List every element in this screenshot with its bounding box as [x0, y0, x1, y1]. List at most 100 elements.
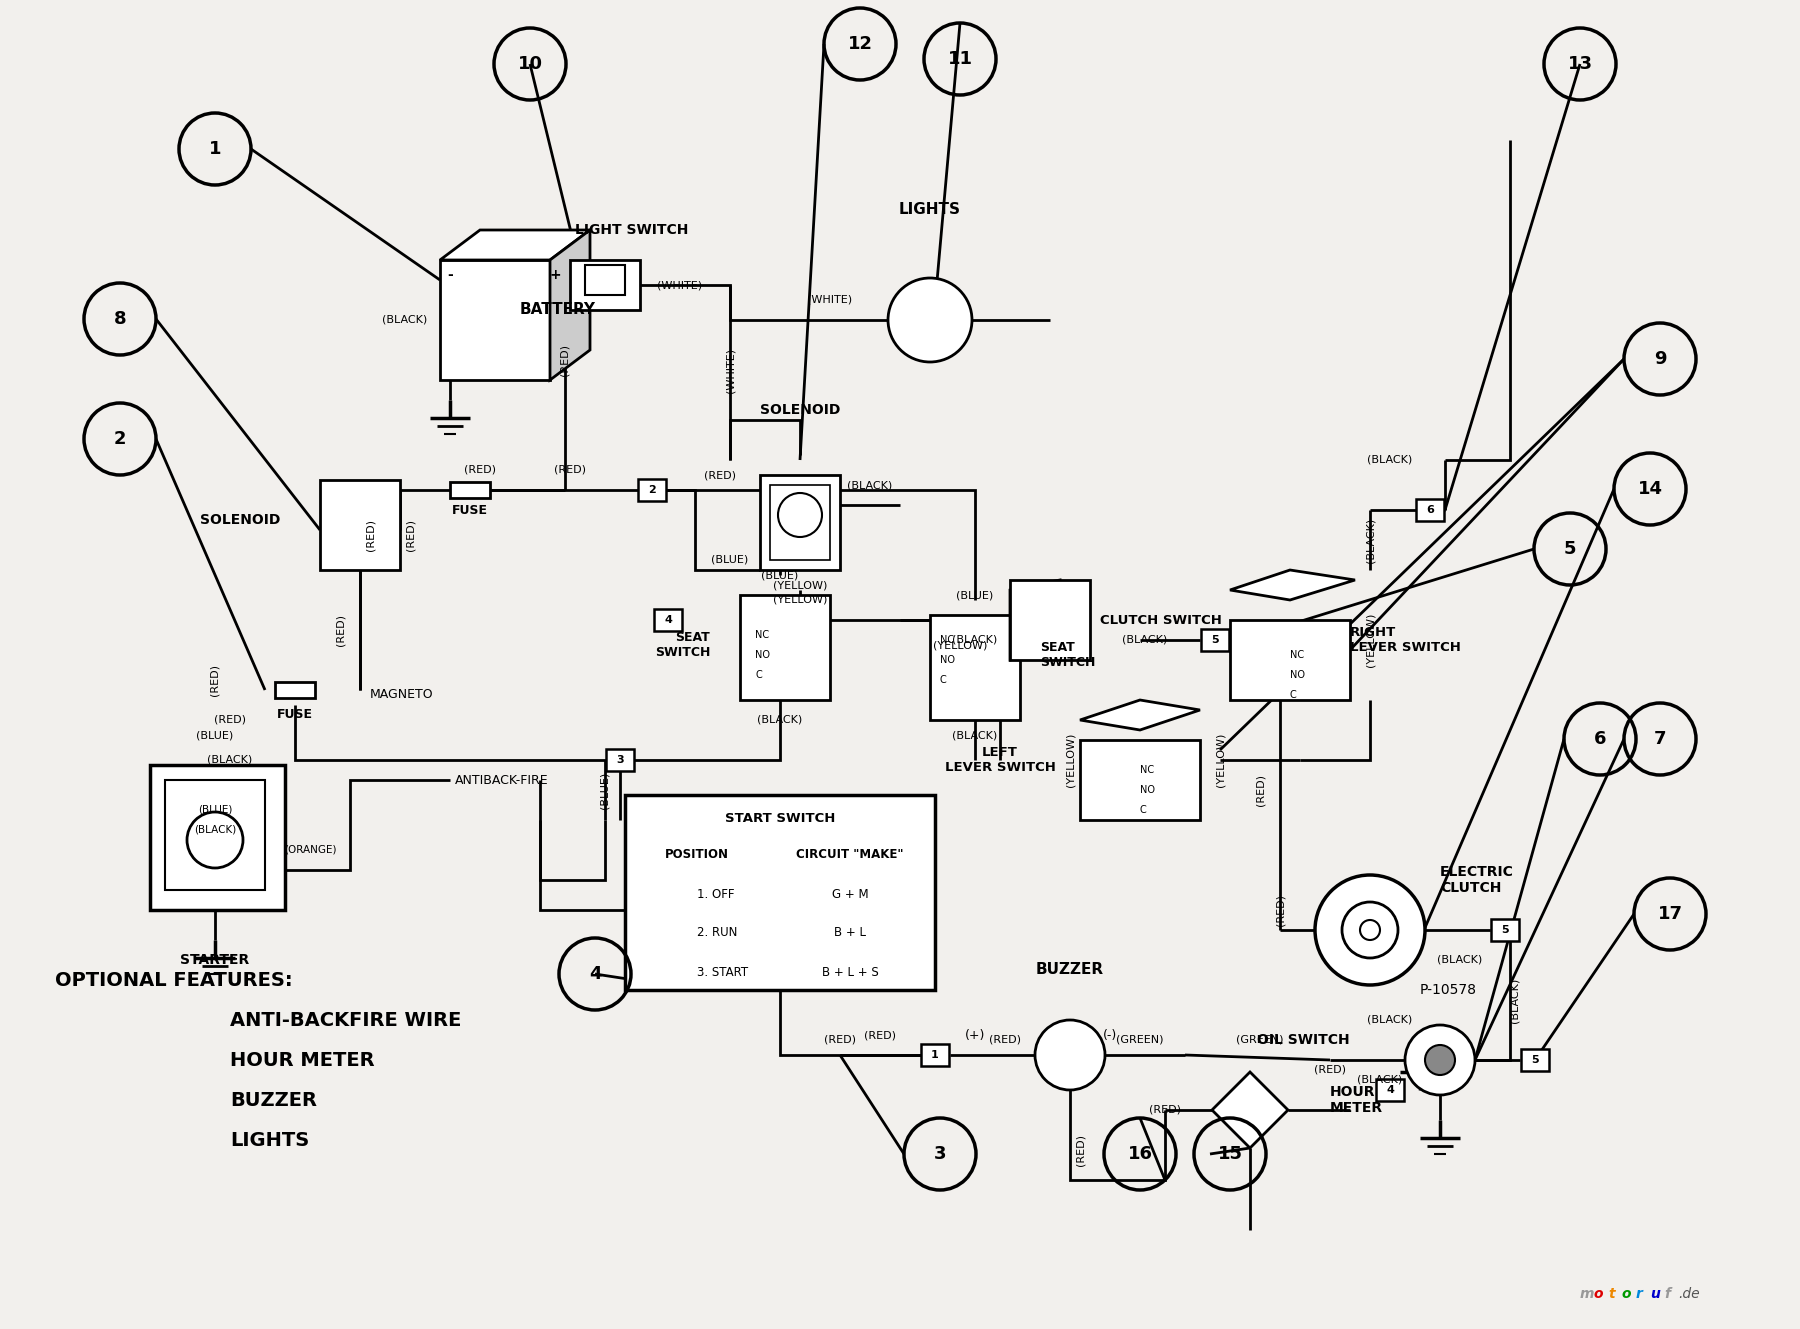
Text: (BLUE): (BLUE)	[198, 805, 232, 815]
Bar	[439, 260, 551, 380]
Circle shape	[1426, 1045, 1454, 1075]
Text: (RED): (RED)	[405, 520, 416, 552]
Bar	[607, 750, 634, 771]
Bar	[1010, 579, 1091, 661]
Text: (RED): (RED)	[464, 465, 497, 474]
Polygon shape	[1229, 570, 1355, 599]
Text: (BLACK): (BLACK)	[758, 715, 803, 726]
Text: (RED): (RED)	[824, 1035, 857, 1045]
Text: 11: 11	[947, 51, 972, 68]
Bar	[320, 480, 400, 570]
Text: HOUR
METER: HOUR METER	[1330, 1084, 1382, 1115]
Bar	[625, 795, 934, 990]
Text: (RED): (RED)	[1255, 773, 1265, 805]
Text: -: -	[446, 268, 454, 282]
Text: m: m	[1580, 1286, 1595, 1301]
Text: POSITION: POSITION	[664, 848, 729, 861]
Text: BUZZER: BUZZER	[1037, 962, 1103, 978]
Text: STARTER: STARTER	[180, 953, 250, 968]
Text: 10: 10	[518, 54, 542, 73]
Text: 2: 2	[648, 485, 655, 494]
Circle shape	[887, 278, 972, 361]
Text: RIGHT
LEVER SWITCH: RIGHT LEVER SWITCH	[1350, 626, 1462, 654]
Text: (BLACK): (BLACK)	[1364, 517, 1375, 562]
Text: (GREEN): (GREEN)	[1237, 1035, 1283, 1045]
Text: C: C	[1291, 690, 1296, 700]
Text: (BLACK): (BLACK)	[1438, 956, 1483, 965]
Text: (BLACK): (BLACK)	[1123, 635, 1168, 645]
Text: BATTERY: BATTERY	[520, 303, 596, 318]
Text: (ORANGE): (ORANGE)	[284, 845, 337, 855]
Text: (YELLOW): (YELLOW)	[1215, 732, 1226, 787]
Text: (RED): (RED)	[1148, 1104, 1181, 1115]
Text: 1: 1	[209, 140, 221, 158]
Text: ANTI-BACKFIRE WIRE: ANTI-BACKFIRE WIRE	[230, 1010, 461, 1030]
Text: 7: 7	[1654, 730, 1667, 748]
Text: (WHITE): (WHITE)	[657, 280, 702, 290]
Polygon shape	[551, 230, 590, 380]
Polygon shape	[1010, 579, 1060, 661]
Bar	[275, 682, 315, 698]
Bar	[450, 482, 490, 498]
Text: t: t	[1607, 1286, 1615, 1301]
Text: B + L + S: B + L + S	[821, 965, 878, 978]
Text: (GREEN): (GREEN)	[1116, 1035, 1165, 1045]
Text: C: C	[1139, 805, 1147, 815]
Text: (RED): (RED)	[214, 715, 247, 726]
Bar	[166, 780, 265, 890]
Text: 6: 6	[1593, 730, 1606, 748]
Bar	[1229, 621, 1350, 700]
Text: 5: 5	[1501, 925, 1508, 936]
Bar	[1490, 918, 1519, 941]
Text: (BLACK): (BLACK)	[1510, 977, 1519, 1022]
Text: +: +	[549, 268, 562, 282]
Text: OPTIONAL FEATURES:: OPTIONAL FEATURES:	[56, 970, 293, 990]
Text: (BLACK): (BLACK)	[382, 315, 428, 326]
Text: (BLUE): (BLUE)	[711, 556, 749, 565]
Circle shape	[1361, 920, 1381, 940]
Text: (RED): (RED)	[864, 1030, 896, 1041]
Text: 17: 17	[1658, 905, 1683, 924]
Text: 4: 4	[1386, 1084, 1393, 1095]
Text: MAGNETO: MAGNETO	[371, 688, 434, 702]
Text: NC: NC	[1139, 766, 1154, 775]
Text: NO: NO	[754, 650, 770, 661]
Text: (RED): (RED)	[988, 1035, 1021, 1045]
Text: (BLUE): (BLUE)	[196, 730, 234, 740]
Text: (RED): (RED)	[554, 465, 587, 474]
Text: (RED): (RED)	[1075, 1134, 1085, 1166]
Text: (RED): (RED)	[365, 520, 374, 552]
Text: 6: 6	[1426, 505, 1435, 516]
Circle shape	[1406, 1025, 1474, 1095]
Text: (BLUE): (BLUE)	[761, 570, 799, 579]
Text: (RED): (RED)	[560, 344, 571, 376]
Text: NC: NC	[754, 630, 769, 641]
Text: 16: 16	[1127, 1146, 1152, 1163]
Text: (+): (+)	[965, 1029, 985, 1042]
Text: SOLENOID: SOLENOID	[760, 403, 841, 417]
Bar	[931, 615, 1021, 720]
Bar	[740, 595, 830, 700]
Text: (YELLOW): (YELLOW)	[932, 641, 986, 650]
Text: C: C	[940, 675, 947, 684]
Text: (YELLOW): (YELLOW)	[772, 579, 828, 590]
Bar	[922, 1045, 949, 1066]
Text: (WHITE): (WHITE)	[808, 295, 853, 304]
Text: o: o	[1595, 1286, 1604, 1301]
Text: 8: 8	[113, 310, 126, 328]
Text: FUSE: FUSE	[277, 708, 313, 722]
Bar	[1201, 629, 1229, 651]
Text: 5: 5	[1564, 540, 1577, 558]
Text: (WHITE): (WHITE)	[725, 347, 734, 392]
Text: 13: 13	[1568, 54, 1593, 73]
Text: (BLACK): (BLACK)	[952, 635, 997, 645]
Text: NO: NO	[1291, 670, 1305, 680]
Text: (-): (-)	[1103, 1029, 1118, 1042]
Text: (YELLOW): (YELLOW)	[1364, 613, 1375, 667]
Text: (BLACK): (BLACK)	[1357, 1075, 1402, 1084]
Text: NO: NO	[1139, 785, 1156, 795]
Bar	[1080, 740, 1201, 820]
Text: 2. RUN: 2. RUN	[697, 926, 738, 940]
Text: B + L: B + L	[833, 926, 866, 940]
Text: 1. OFF: 1. OFF	[697, 889, 734, 901]
